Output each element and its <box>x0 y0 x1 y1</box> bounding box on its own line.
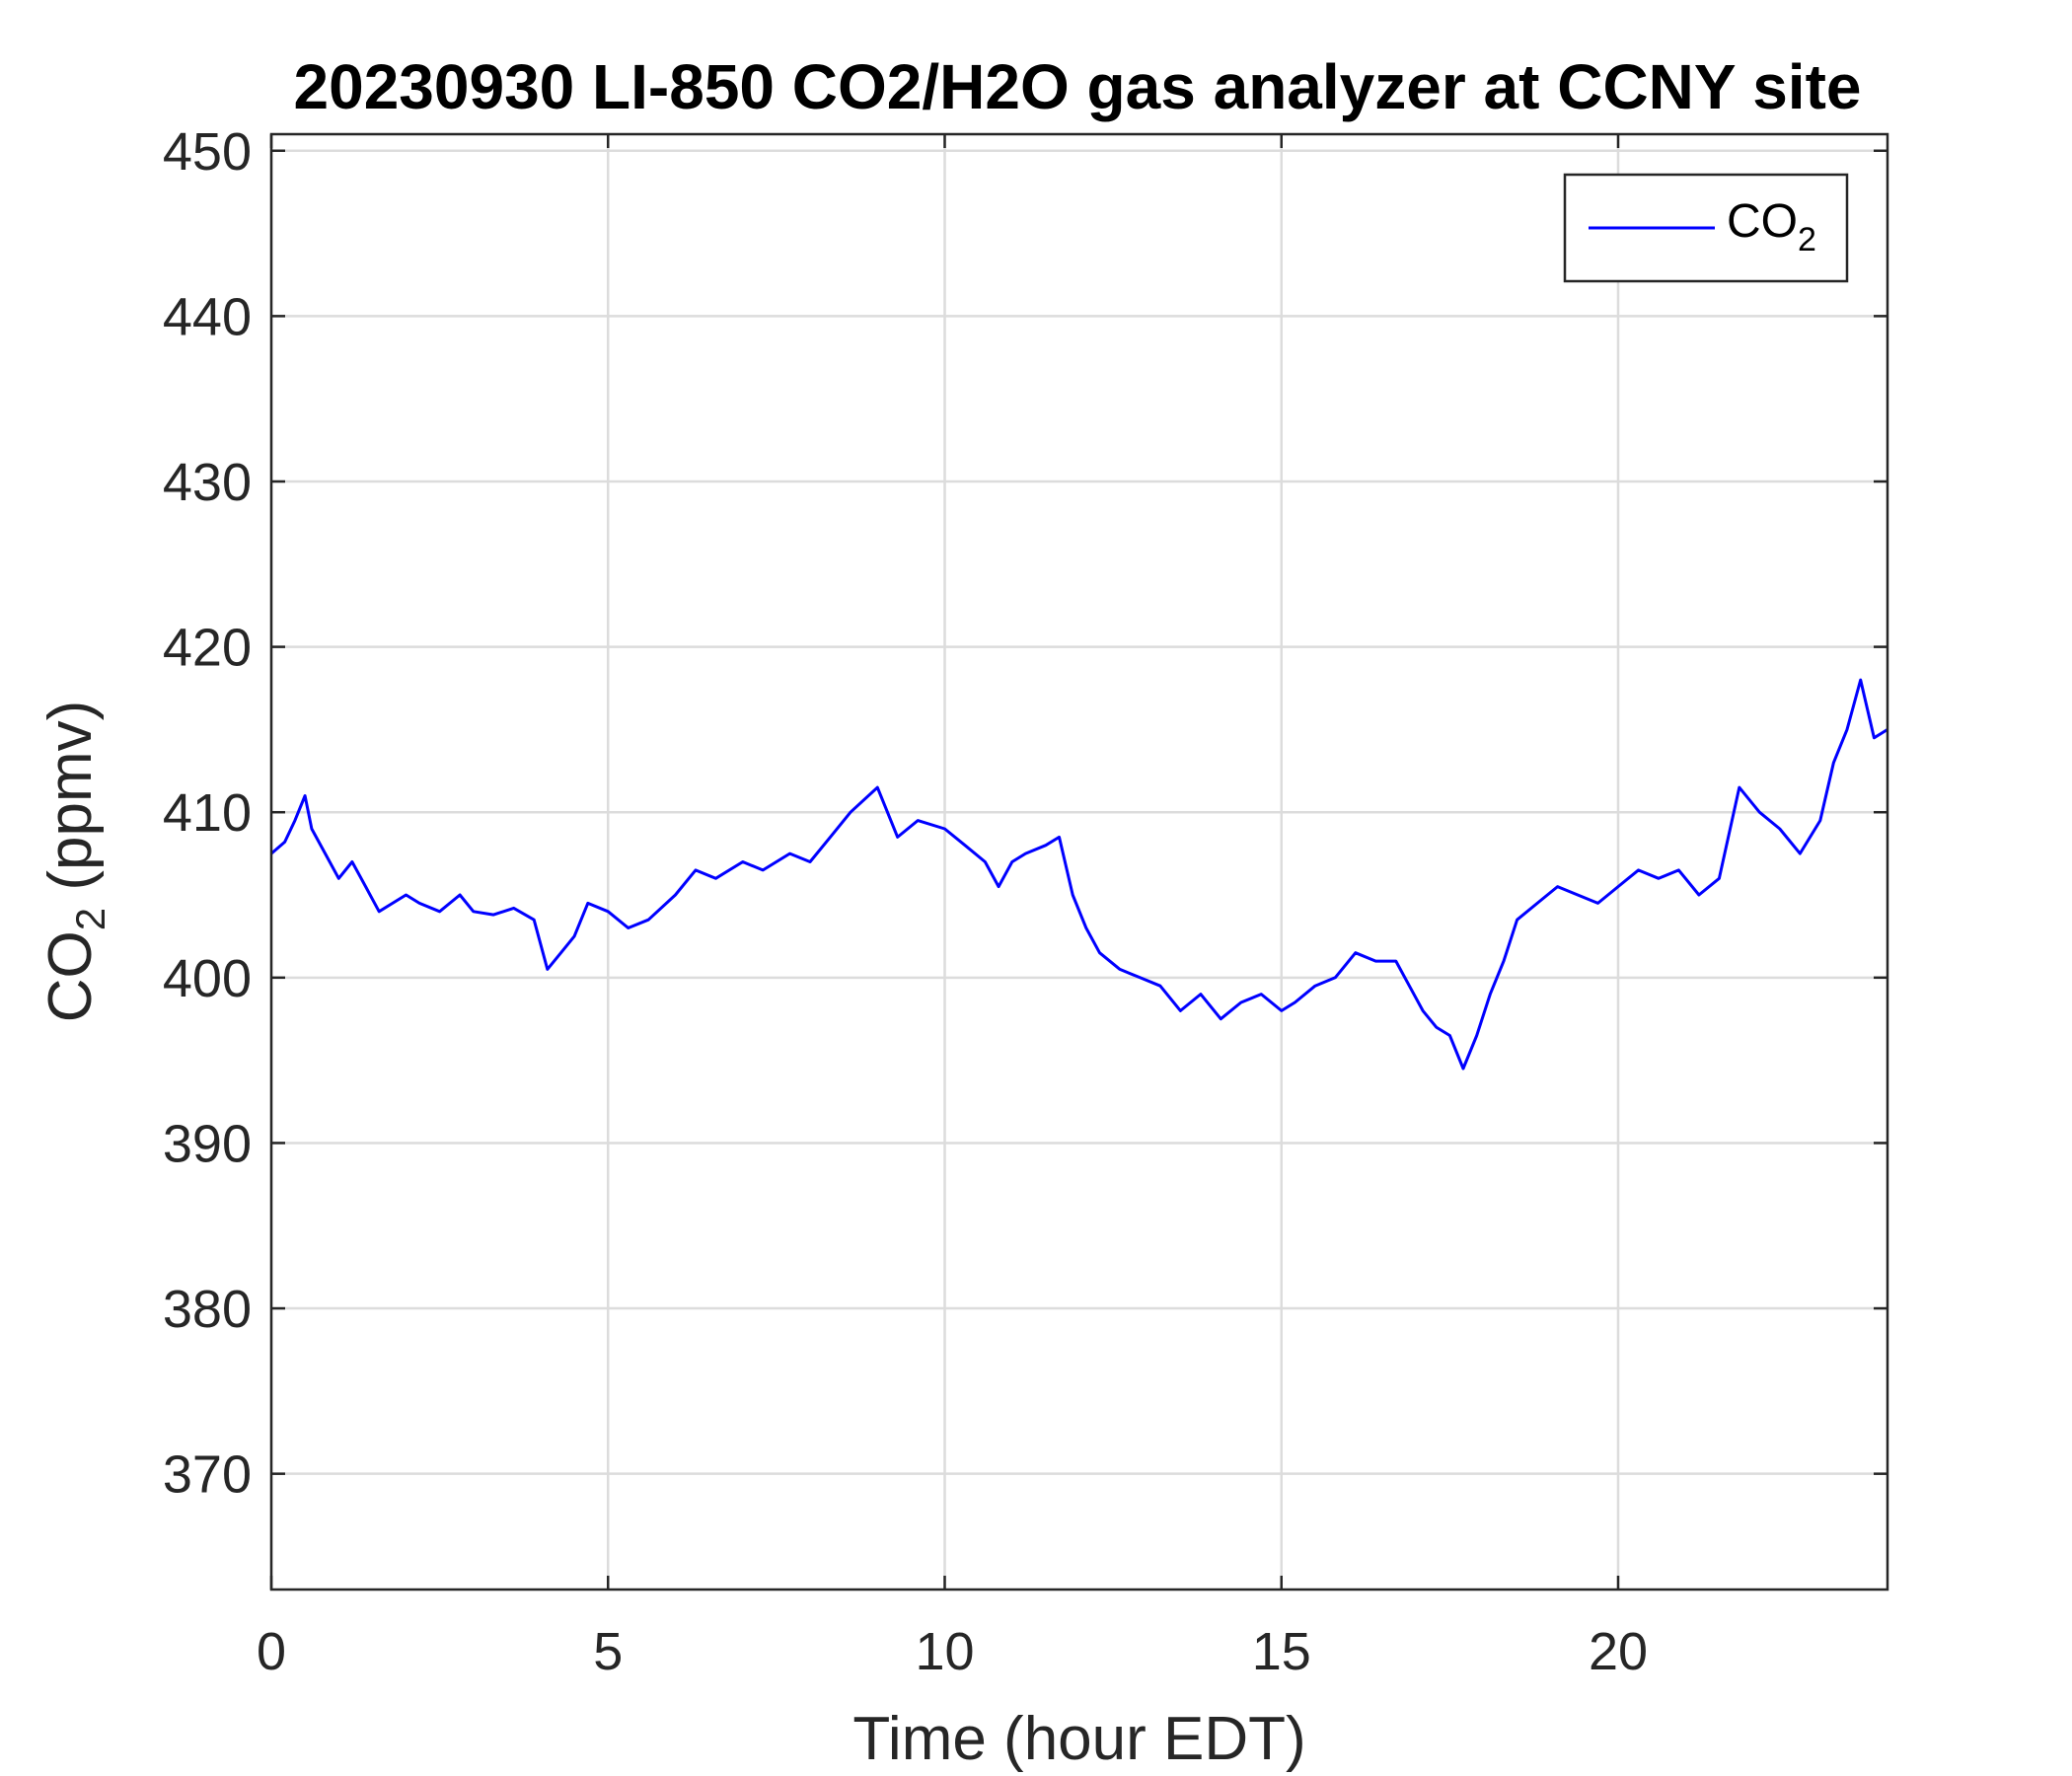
y-tick-label: 450 <box>163 122 252 182</box>
y-axis-label: CO2 (ppmv) <box>37 701 113 1023</box>
y-tick-label: 370 <box>163 1445 252 1505</box>
y-tick-label: 380 <box>163 1280 252 1339</box>
x-tick-label: 10 <box>915 1622 974 1681</box>
chart-title: 20230930 LI-850 CO2/H2O gas analyzer at … <box>294 51 1862 122</box>
y-tick-label: 420 <box>163 619 252 678</box>
x-tick-label: 20 <box>1589 1622 1648 1681</box>
series-layer <box>270 678 1888 1071</box>
x-tick-label: 5 <box>593 1622 623 1681</box>
y-axis-label-unit: (ppmv) <box>37 701 105 908</box>
x-tick-label: 0 <box>257 1622 286 1681</box>
x-axis-label: Time (hour EDT) <box>852 1705 1305 1773</box>
x-tick-label: 15 <box>1252 1622 1311 1681</box>
y-tick-label: 430 <box>163 453 252 512</box>
y-tick-label: 400 <box>163 949 252 1008</box>
axis-ticks: 0 5 10 15 20 370 380 390 400 410 420 430 440 450 <box>163 122 1887 1681</box>
legend-label-main: CO <box>1727 195 1798 248</box>
y-axis-label-main: CO <box>37 930 105 1022</box>
y-tick-label: 410 <box>163 783 252 843</box>
plot-frame <box>269 132 1889 1591</box>
plot-area <box>271 134 1887 1590</box>
series-line-co2 <box>270 678 1888 1071</box>
y-tick-label: 390 <box>163 1114 252 1173</box>
legend-label: CO2 <box>1727 195 1816 259</box>
legend-label-subscript: 2 <box>1798 221 1816 259</box>
grid-lines <box>269 134 1887 1590</box>
y-tick-label: 440 <box>163 287 252 346</box>
legend: CO2 <box>1563 173 1849 283</box>
y-axis-label-subscript: 2 <box>67 908 113 930</box>
